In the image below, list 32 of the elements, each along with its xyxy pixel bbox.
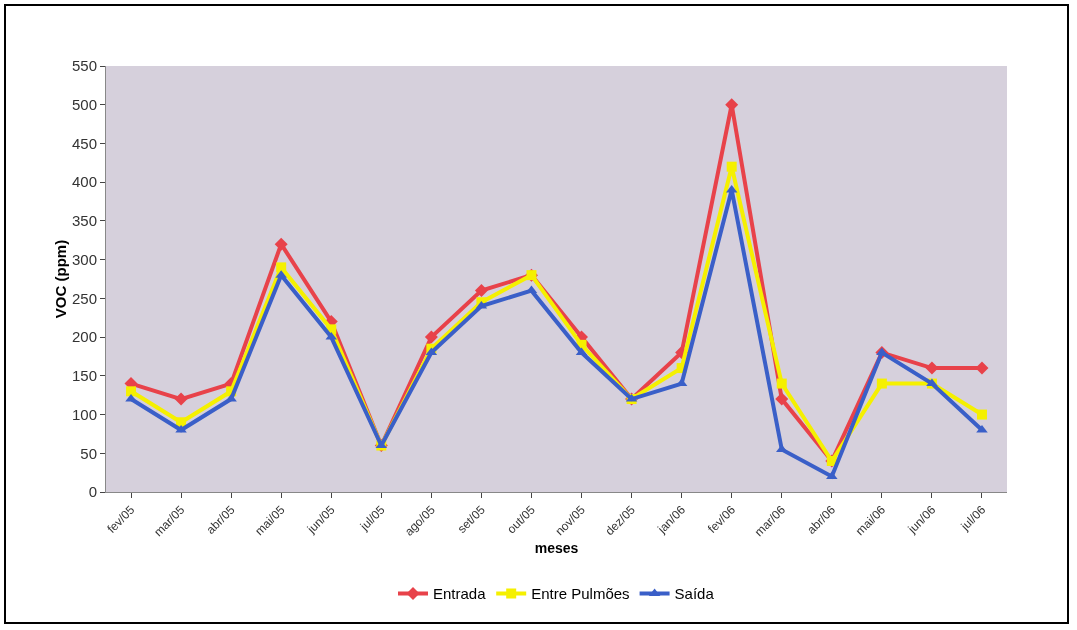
legend-label: Entrada — [433, 585, 487, 603]
point — [424, 330, 438, 344]
y-tick-label: 500 — [71, 95, 97, 113]
y-tick-label: 350 — [71, 212, 97, 230]
y-tick-label: 250 — [71, 289, 97, 307]
y-tick-label: 100 — [71, 405, 97, 423]
y-tick-label: 550 — [71, 57, 97, 75]
point — [174, 392, 188, 406]
legend-label: Saída — [674, 585, 715, 603]
point — [826, 471, 838, 480]
point — [876, 347, 888, 356]
y-tick-label: 450 — [71, 134, 97, 152]
y-tick-label: 50 — [80, 444, 97, 462]
y-tick-label: 300 — [71, 250, 97, 268]
point — [274, 237, 288, 251]
point — [876, 378, 887, 389]
point — [276, 262, 287, 273]
point — [976, 409, 987, 420]
legend-label: Entre Pulmões — [531, 585, 630, 603]
point — [126, 386, 137, 397]
point — [975, 361, 989, 375]
point — [776, 378, 787, 389]
point — [775, 392, 789, 406]
x-axis-title: meses — [534, 540, 579, 557]
point — [726, 161, 737, 172]
y-tick-label: 200 — [71, 328, 97, 346]
y-axis-title: VOC (ppm) — [52, 239, 69, 319]
point — [474, 284, 488, 298]
point — [925, 361, 939, 375]
y-tick-label: 400 — [71, 173, 97, 191]
y-tick-label: 150 — [71, 367, 97, 385]
y-tick-label: 0 — [88, 483, 97, 501]
